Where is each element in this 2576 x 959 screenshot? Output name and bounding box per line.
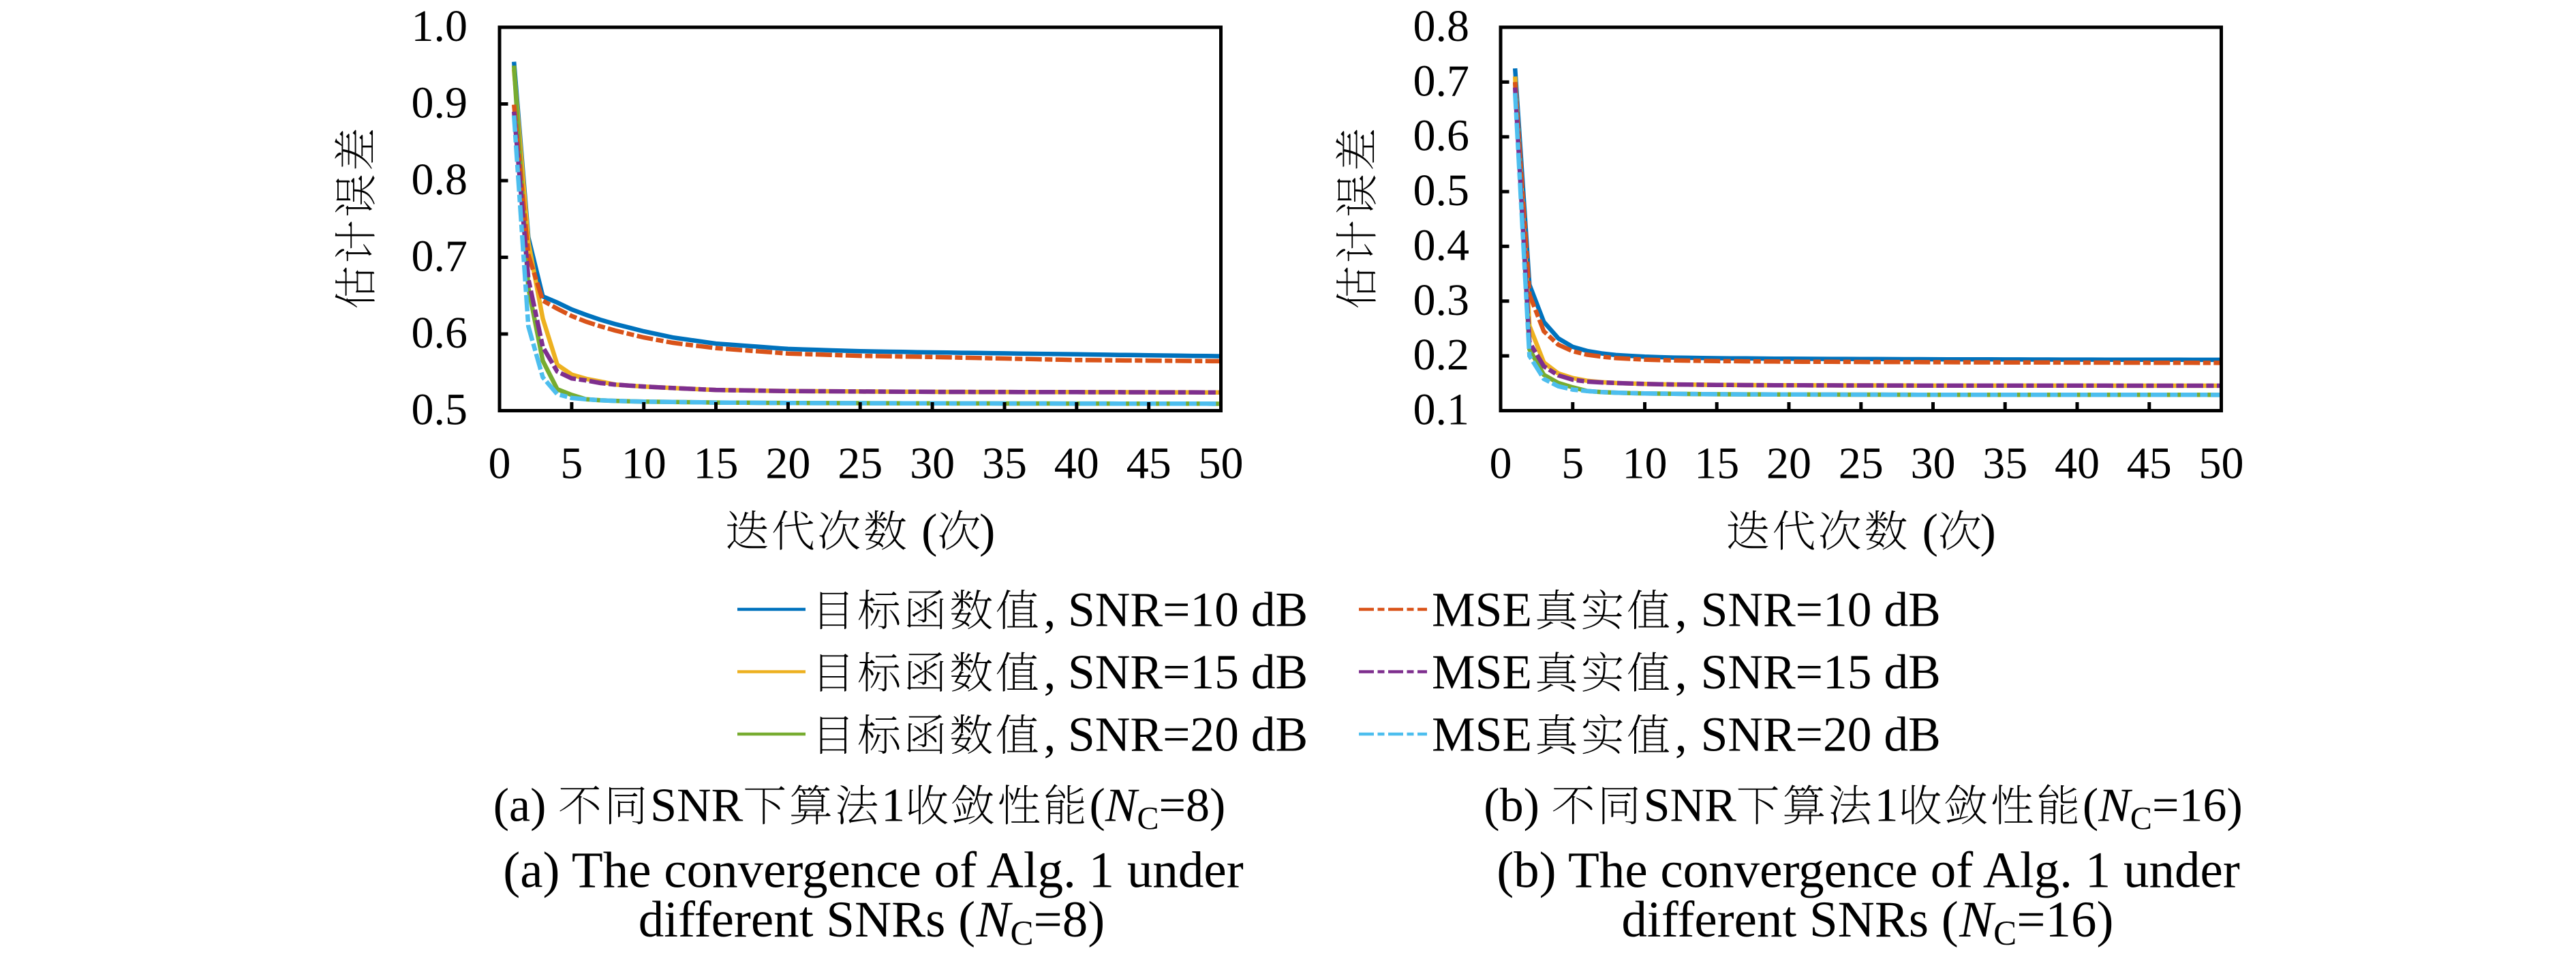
svg-text:1: 1: [881, 780, 905, 832]
svg-text:): ): [979, 505, 995, 558]
svg-text:0.4: 0.4: [1413, 220, 1470, 270]
svg-text:MSE: MSE: [1432, 583, 1532, 637]
svg-text:N: N: [1105, 780, 1139, 832]
svg-text:(: (: [1090, 780, 1105, 832]
svg-text:25: 25: [838, 438, 883, 488]
svg-text:SNR=10 dB: SNR=10 dB: [1701, 583, 1941, 637]
svg-text:15: 15: [1694, 438, 1739, 488]
svg-text:45: 45: [1126, 438, 1171, 488]
svg-text:SNR=20 dB: SNR=20 dB: [1068, 707, 1308, 761]
svg-text:different SNRs (: different SNRs (: [1621, 892, 1958, 948]
svg-text:0.7: 0.7: [412, 232, 468, 281]
svg-text:,: ,: [1675, 707, 1687, 761]
svg-text:,: ,: [1044, 707, 1056, 761]
svg-text:,: ,: [1044, 645, 1056, 699]
svg-text:0.1: 0.1: [1413, 385, 1470, 435]
svg-text:C: C: [1137, 801, 1159, 837]
svg-text:40: 40: [1054, 438, 1099, 488]
svg-text:(a) The convergence of Alg. 1: (a) The convergence of Alg. 1 under: [503, 842, 1243, 899]
svg-text:0.5: 0.5: [1413, 166, 1470, 215]
svg-text:0: 0: [489, 438, 511, 488]
svg-text:SNR=15 dB: SNR=15 dB: [1701, 645, 1941, 699]
svg-text:45: 45: [2127, 438, 2172, 488]
svg-text:1.0: 1.0: [412, 1, 468, 51]
svg-text:MSE: MSE: [1432, 707, 1532, 761]
svg-text:SNR=10 dB: SNR=10 dB: [1068, 583, 1308, 637]
svg-text:(: (: [921, 505, 937, 558]
svg-text:,: ,: [1044, 583, 1056, 637]
svg-text:C: C: [1011, 915, 1034, 953]
svg-text:15: 15: [694, 438, 739, 488]
svg-text:5: 5: [560, 438, 583, 488]
svg-text:=16): =16): [2152, 780, 2243, 832]
svg-text:N: N: [1959, 892, 1996, 948]
svg-text:MSE: MSE: [1432, 645, 1532, 699]
svg-text:SNR=20 dB: SNR=20 dB: [1701, 707, 1941, 761]
svg-text:10: 10: [1623, 438, 1668, 488]
svg-text:=8): =8): [1034, 892, 1105, 948]
svg-text:10: 10: [622, 438, 666, 488]
svg-text:(: (: [1922, 505, 1938, 558]
svg-text:): ): [1980, 505, 1996, 558]
svg-text:0.8: 0.8: [412, 155, 468, 204]
svg-text:(b) The convergence of Alg. 1: (b) The convergence of Alg. 1 under: [1497, 842, 2240, 899]
svg-text:(b): (b): [1484, 780, 1539, 832]
svg-text:35: 35: [982, 438, 1027, 488]
svg-text:=8): =8): [1159, 780, 1226, 832]
svg-text:=16): =16): [2017, 892, 2113, 948]
svg-text:35: 35: [1982, 438, 2027, 488]
svg-text:30: 30: [910, 438, 955, 488]
svg-text:5: 5: [1561, 438, 1584, 488]
svg-text:0.8: 0.8: [1413, 1, 1470, 51]
svg-text:25: 25: [1839, 438, 1884, 488]
svg-text:0.3: 0.3: [1413, 275, 1470, 325]
svg-text:(a): (a): [493, 780, 547, 832]
svg-text:C: C: [2130, 801, 2152, 837]
svg-text:N: N: [976, 892, 1013, 948]
svg-text:0.9: 0.9: [412, 78, 468, 128]
svg-text:40: 40: [2055, 438, 2100, 488]
svg-text:different SNRs (: different SNRs (: [639, 892, 975, 948]
svg-text:20: 20: [765, 438, 810, 488]
svg-text:SNR: SNR: [650, 780, 743, 832]
svg-text:20: 20: [1766, 438, 1811, 488]
svg-text:SNR=15 dB: SNR=15 dB: [1068, 645, 1308, 699]
svg-text:C: C: [1993, 915, 2017, 953]
svg-text:50: 50: [2199, 438, 2244, 488]
svg-text:(: (: [2083, 780, 2098, 832]
svg-text:N: N: [2098, 780, 2132, 832]
svg-text:0.6: 0.6: [412, 308, 468, 358]
svg-text:0.6: 0.6: [1413, 111, 1470, 161]
svg-text:0.5: 0.5: [412, 385, 468, 435]
svg-text:,: ,: [1675, 645, 1687, 699]
svg-text:0.7: 0.7: [1413, 56, 1470, 106]
svg-text:,: ,: [1675, 583, 1687, 637]
svg-text:50: 50: [1199, 438, 1244, 488]
svg-text:SNR: SNR: [1644, 780, 1736, 832]
svg-text:30: 30: [1911, 438, 1956, 488]
svg-text:0.2: 0.2: [1413, 330, 1470, 380]
svg-text:0: 0: [1490, 438, 1512, 488]
svg-text:1: 1: [1875, 780, 1899, 832]
